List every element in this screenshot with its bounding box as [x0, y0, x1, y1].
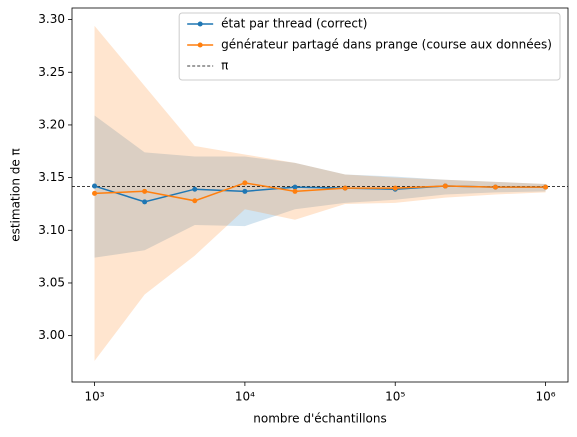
data-point: [492, 184, 498, 190]
legend-label: état par thread (correct): [221, 17, 367, 31]
x-axis-label: nombre d'échantillons: [253, 412, 387, 426]
data-point: [392, 185, 398, 191]
x-tick-label: 10⁵: [385, 390, 405, 404]
data-point: [342, 185, 348, 191]
confidence-band: [94, 25, 546, 361]
legend-marker: [197, 21, 203, 27]
y-tick-label: 3.10: [38, 223, 65, 237]
legend-marker: [197, 42, 203, 48]
y-tick-label: 3.05: [38, 275, 65, 289]
data-point: [142, 188, 148, 194]
legend: état par thread (correct) générateur part…: [178, 12, 561, 81]
y-tick-label: 3.00: [38, 328, 65, 342]
data-point: [92, 190, 98, 196]
data-point: [543, 184, 549, 190]
y-tick-label: 3.15: [38, 170, 65, 184]
x-tick-label: 10³: [84, 390, 104, 404]
confidence-band: [94, 115, 546, 258]
legend-label: π: [221, 59, 228, 73]
x-tick-label: 10⁴: [235, 390, 255, 404]
y-tick-label: 3.20: [38, 117, 65, 131]
legend-label: générateur partagé dans prange (course a…: [221, 38, 552, 52]
data-point: [92, 183, 98, 189]
data-point: [292, 184, 298, 190]
plot-frame: [71, 7, 569, 383]
y-tick-label: 3.25: [38, 65, 65, 79]
data-point: [192, 186, 198, 192]
x-tick-label: 10⁶: [536, 390, 556, 404]
y-axis-label: estimation de π: [9, 148, 23, 242]
legend-box: [178, 12, 561, 81]
data-point: [242, 180, 248, 186]
data-point: [142, 199, 148, 205]
y-tick-label: 3.30: [38, 12, 65, 26]
data-point: [242, 188, 248, 194]
data-point: [192, 198, 198, 204]
data-point: [442, 183, 448, 189]
data-point: [292, 188, 298, 194]
series-line: [94, 182, 546, 202]
